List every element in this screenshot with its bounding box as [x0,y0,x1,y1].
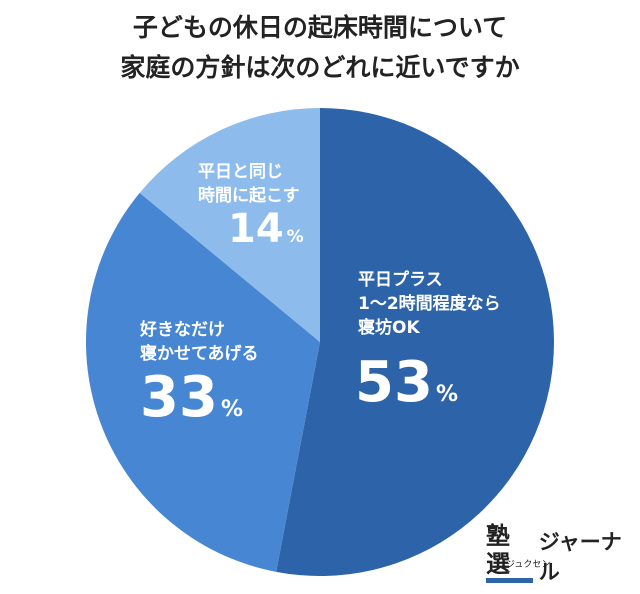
slice-label-line: 時間に起こす [198,186,300,206]
pie-slice-53 [276,108,554,576]
logo: 塾選 ジュクセン ジャーナル [486,522,640,586]
slice-label-14: 平日と同じ 時間に起こす [198,160,300,208]
chart-title-line-1: 子どもの休日の起床時間について [132,13,508,42]
pie-slice-14 [139,108,320,342]
value-unit: % [286,227,304,247]
slice-label-line: 寝かせてあげる [140,344,259,364]
value-number: 33 [140,365,218,430]
logo-text: ジャーナル [538,530,622,584]
slice-value-14: 14% [228,206,304,252]
slice-label-53: 平日プラス 1〜2時間程度なら 寝坊OK [358,268,501,340]
slice-value-33: 33% [140,365,243,430]
value-unit: % [220,397,243,422]
slice-label-33: 好きなだけ 寝かせてあげる [140,318,259,366]
logo-kana: ジュクセン [506,560,551,570]
slice-value-53: 53% [355,350,458,415]
slice-label-line: 1〜2時間程度なら [358,294,501,314]
slice-label-line: 好きなだけ [140,320,225,340]
slice-label-line: 平日プラス [358,270,443,290]
value-number: 53 [355,350,433,415]
chart-title-line-2: 家庭の方針は次のどれに近いですか [120,53,520,82]
value-number: 14 [228,206,284,252]
slice-label-line: 寝坊OK [358,318,420,338]
value-unit: % [435,382,458,407]
pie-slice-33 [85,192,320,572]
logo-kanji: 塾選 [486,522,533,583]
slice-label-line: 平日と同じ [198,162,283,182]
